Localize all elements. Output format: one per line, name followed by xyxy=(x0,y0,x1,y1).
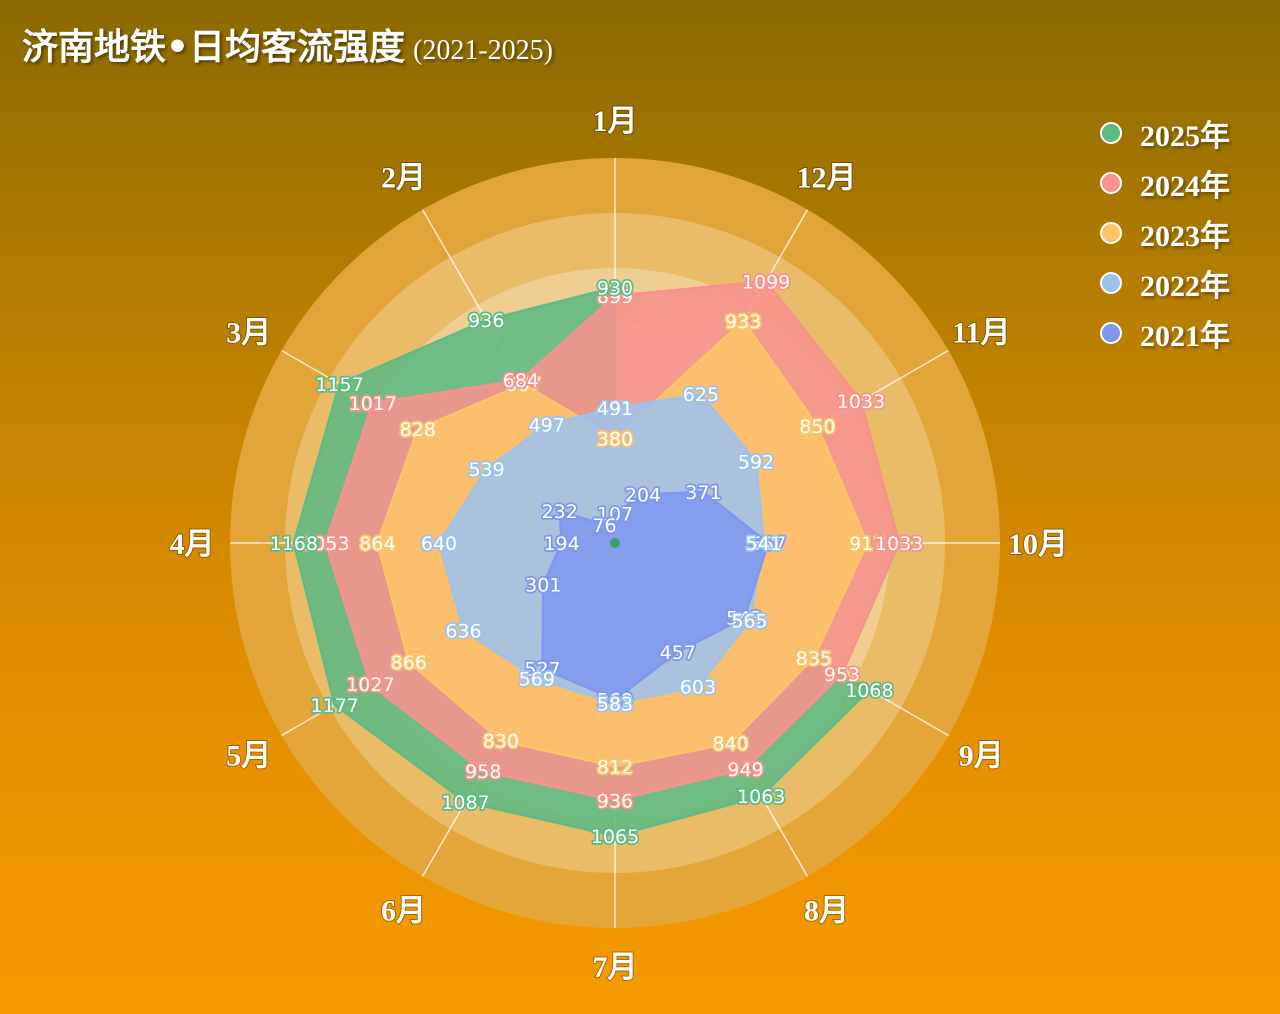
legend-item[interactable]: 2022年 xyxy=(1100,258,1230,308)
legend-swatch xyxy=(1100,322,1122,344)
data-label: 1157 xyxy=(315,374,363,396)
legend: 2025年 2024年 2023年 2022年 2021年 xyxy=(1100,108,1230,358)
category-label: 12月 xyxy=(797,162,857,195)
data-label: 953 xyxy=(824,664,860,686)
category-label: 10月 xyxy=(1008,528,1068,561)
legend-swatch xyxy=(1100,272,1122,294)
data-label: 933 xyxy=(725,311,761,333)
data-label: 864 xyxy=(359,533,395,555)
category-label: 2月 xyxy=(381,162,426,195)
data-label: 667 xyxy=(505,374,541,396)
data-label: 1177 xyxy=(311,695,359,717)
data-label: 1063 xyxy=(737,786,785,808)
data-label: 380 xyxy=(597,429,633,451)
data-label: 107 xyxy=(597,504,633,526)
title-main: 济南地铁•日均客流强度 xyxy=(22,27,406,68)
data-label: 491 xyxy=(597,398,633,420)
data-label: 232 xyxy=(542,501,578,523)
data-label: 1053 xyxy=(301,533,349,555)
category-label: 4月 xyxy=(170,528,215,561)
data-label: 557 xyxy=(750,533,786,555)
data-label: 640 xyxy=(421,533,457,555)
legend-swatch xyxy=(1100,172,1122,194)
data-label: 936 xyxy=(597,790,633,812)
data-label: 569 xyxy=(519,669,555,691)
data-label: 1168 xyxy=(270,533,318,555)
category-label: 8月 xyxy=(804,894,849,927)
category-label: 9月 xyxy=(959,740,1004,773)
legend-item[interactable]: 2021年 xyxy=(1100,308,1230,358)
data-label: 1068 xyxy=(845,680,893,702)
data-label: 899 xyxy=(597,286,633,308)
data-label: 603 xyxy=(680,677,716,699)
legend-item[interactable]: 2025年 xyxy=(1100,108,1230,158)
legend-swatch xyxy=(1100,122,1122,144)
data-label: 1033 xyxy=(875,533,923,555)
data-label: 840 xyxy=(712,733,748,755)
series-area-2021年 xyxy=(541,490,770,701)
data-label: 930 xyxy=(597,277,633,299)
data-label: 204 xyxy=(625,484,661,506)
legend-label: 2021年 xyxy=(1140,320,1230,353)
data-label: 541 xyxy=(746,533,782,555)
chart-title: 济南地铁•日均客流强度 (2021-2025) xyxy=(22,18,553,70)
center-point xyxy=(610,538,620,548)
category-label: 5月 xyxy=(226,740,271,773)
data-label: 497 xyxy=(529,415,565,437)
data-label: 1065 xyxy=(591,826,639,848)
data-label: 1087 xyxy=(441,792,489,814)
data-label: 539 xyxy=(468,459,504,481)
data-label: 958 xyxy=(465,761,501,783)
data-label: 583 xyxy=(597,693,633,715)
data-label: 636 xyxy=(445,621,481,643)
data-label: 592 xyxy=(738,452,774,474)
data-label: 830 xyxy=(483,731,519,753)
legend-item[interactable]: 2023年 xyxy=(1100,208,1230,258)
data-label: 625 xyxy=(683,384,719,406)
data-label: 569 xyxy=(597,690,633,712)
data-label: 1027 xyxy=(346,674,394,696)
data-label: 194 xyxy=(543,533,579,555)
data-label: 850 xyxy=(799,416,835,438)
category-label: 6月 xyxy=(381,894,426,927)
data-label: 949 xyxy=(727,759,763,781)
data-label: 543 xyxy=(726,608,762,630)
legend-label: 2025年 xyxy=(1140,120,1230,153)
legend-label: 2024年 xyxy=(1140,170,1230,203)
data-label: 301 xyxy=(525,574,561,596)
category-label: 11月 xyxy=(952,317,1010,350)
data-label: 1033 xyxy=(837,391,885,413)
data-label: 1099 xyxy=(742,271,790,293)
data-label: 828 xyxy=(400,419,436,441)
data-label: 565 xyxy=(731,611,767,633)
data-label: 866 xyxy=(391,652,427,674)
data-label: 917 xyxy=(849,533,885,555)
data-label: 936 xyxy=(468,310,504,332)
data-label: 812 xyxy=(597,756,633,778)
data-label: 527 xyxy=(524,659,560,681)
legend-label: 2023年 xyxy=(1140,220,1230,253)
legend-swatch xyxy=(1100,222,1122,244)
data-label: 1017 xyxy=(349,393,397,415)
legend-label: 2022年 xyxy=(1140,270,1230,303)
legend-item[interactable]: 2024年 xyxy=(1100,158,1230,208)
category-label: 1月 xyxy=(593,105,638,138)
data-label: 835 xyxy=(796,648,832,670)
title-subtitle: (2021-2025) xyxy=(413,35,553,66)
data-label: 371 xyxy=(685,482,721,504)
data-label: 457 xyxy=(660,642,696,664)
category-label: 7月 xyxy=(593,951,638,984)
data-label: 684 xyxy=(503,370,539,392)
category-label: 3月 xyxy=(226,317,271,350)
data-label: 76 xyxy=(592,515,616,537)
